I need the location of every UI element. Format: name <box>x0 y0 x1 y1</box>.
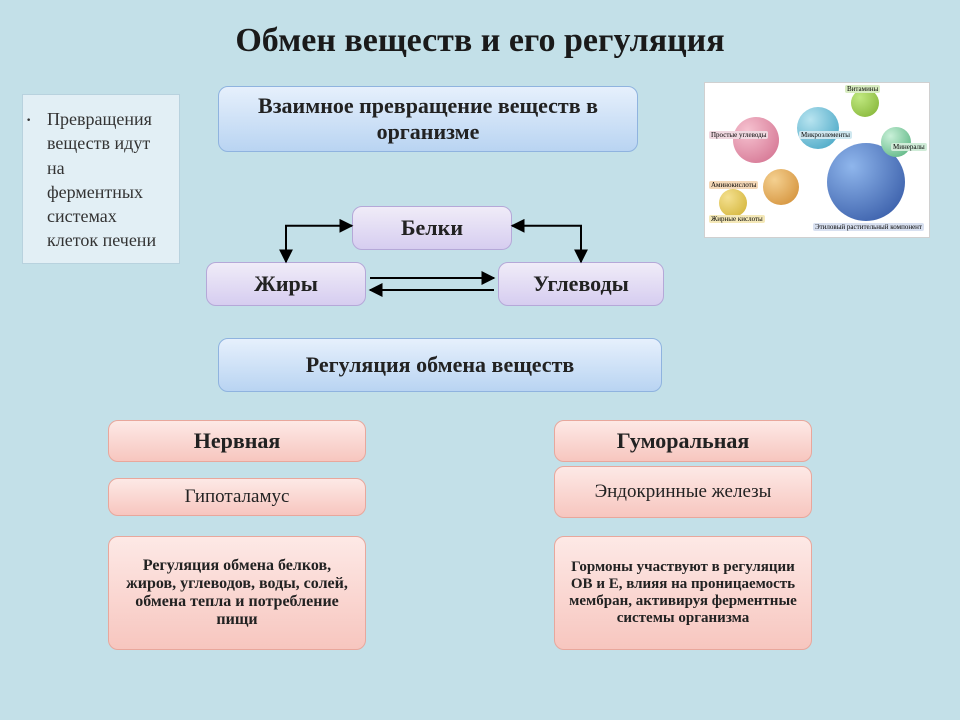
sphere <box>881 127 911 157</box>
sphere <box>763 169 799 205</box>
nutrients-illustration: Простые углеводы Витамины Микроэлементы Мин… <box>704 82 930 238</box>
sphere <box>733 117 779 163</box>
illus-tag: Минералы <box>891 143 927 151</box>
node-carbs: Углеводы <box>498 262 664 306</box>
sphere <box>797 107 839 149</box>
illus-tag: Простые углеводы <box>709 131 768 139</box>
humoral-body: Гормоны участвуют в регуляции ОВ и Е, вл… <box>554 536 812 650</box>
node-fats: Жиры <box>206 262 366 306</box>
regulation-box: Регуляция обмена веществ <box>218 338 662 392</box>
nervous-body: Регуляция обмена белков, жиров, углеводо… <box>108 536 366 650</box>
note-box: Превращения веществ идут на ферментных с… <box>22 94 180 264</box>
hypothalamus-box: Гипоталамус <box>108 478 366 516</box>
sphere <box>719 189 747 217</box>
humoral-heading: Гуморальная <box>554 420 812 462</box>
nervous-heading: Нервная <box>108 420 366 462</box>
note-text: Превращения веществ идут на ферментных с… <box>47 107 165 253</box>
illus-tag: Витамины <box>845 85 880 93</box>
node-proteins: Белки <box>352 206 512 250</box>
illus-tag: Микроэлементы <box>799 131 852 139</box>
illus-tag: Аминокислоты <box>709 181 758 189</box>
sphere <box>851 89 879 117</box>
illus-tag: Жирные кислоты <box>709 215 765 223</box>
top-interconversion-box: Взаимное превращение веществ в организме <box>218 86 638 152</box>
illus-tag: Этиловый растительный компонент <box>813 223 924 231</box>
endocrine-box: Эндокринные железы <box>554 466 812 518</box>
page-title: Обмен веществ и его регуляция <box>0 0 960 60</box>
